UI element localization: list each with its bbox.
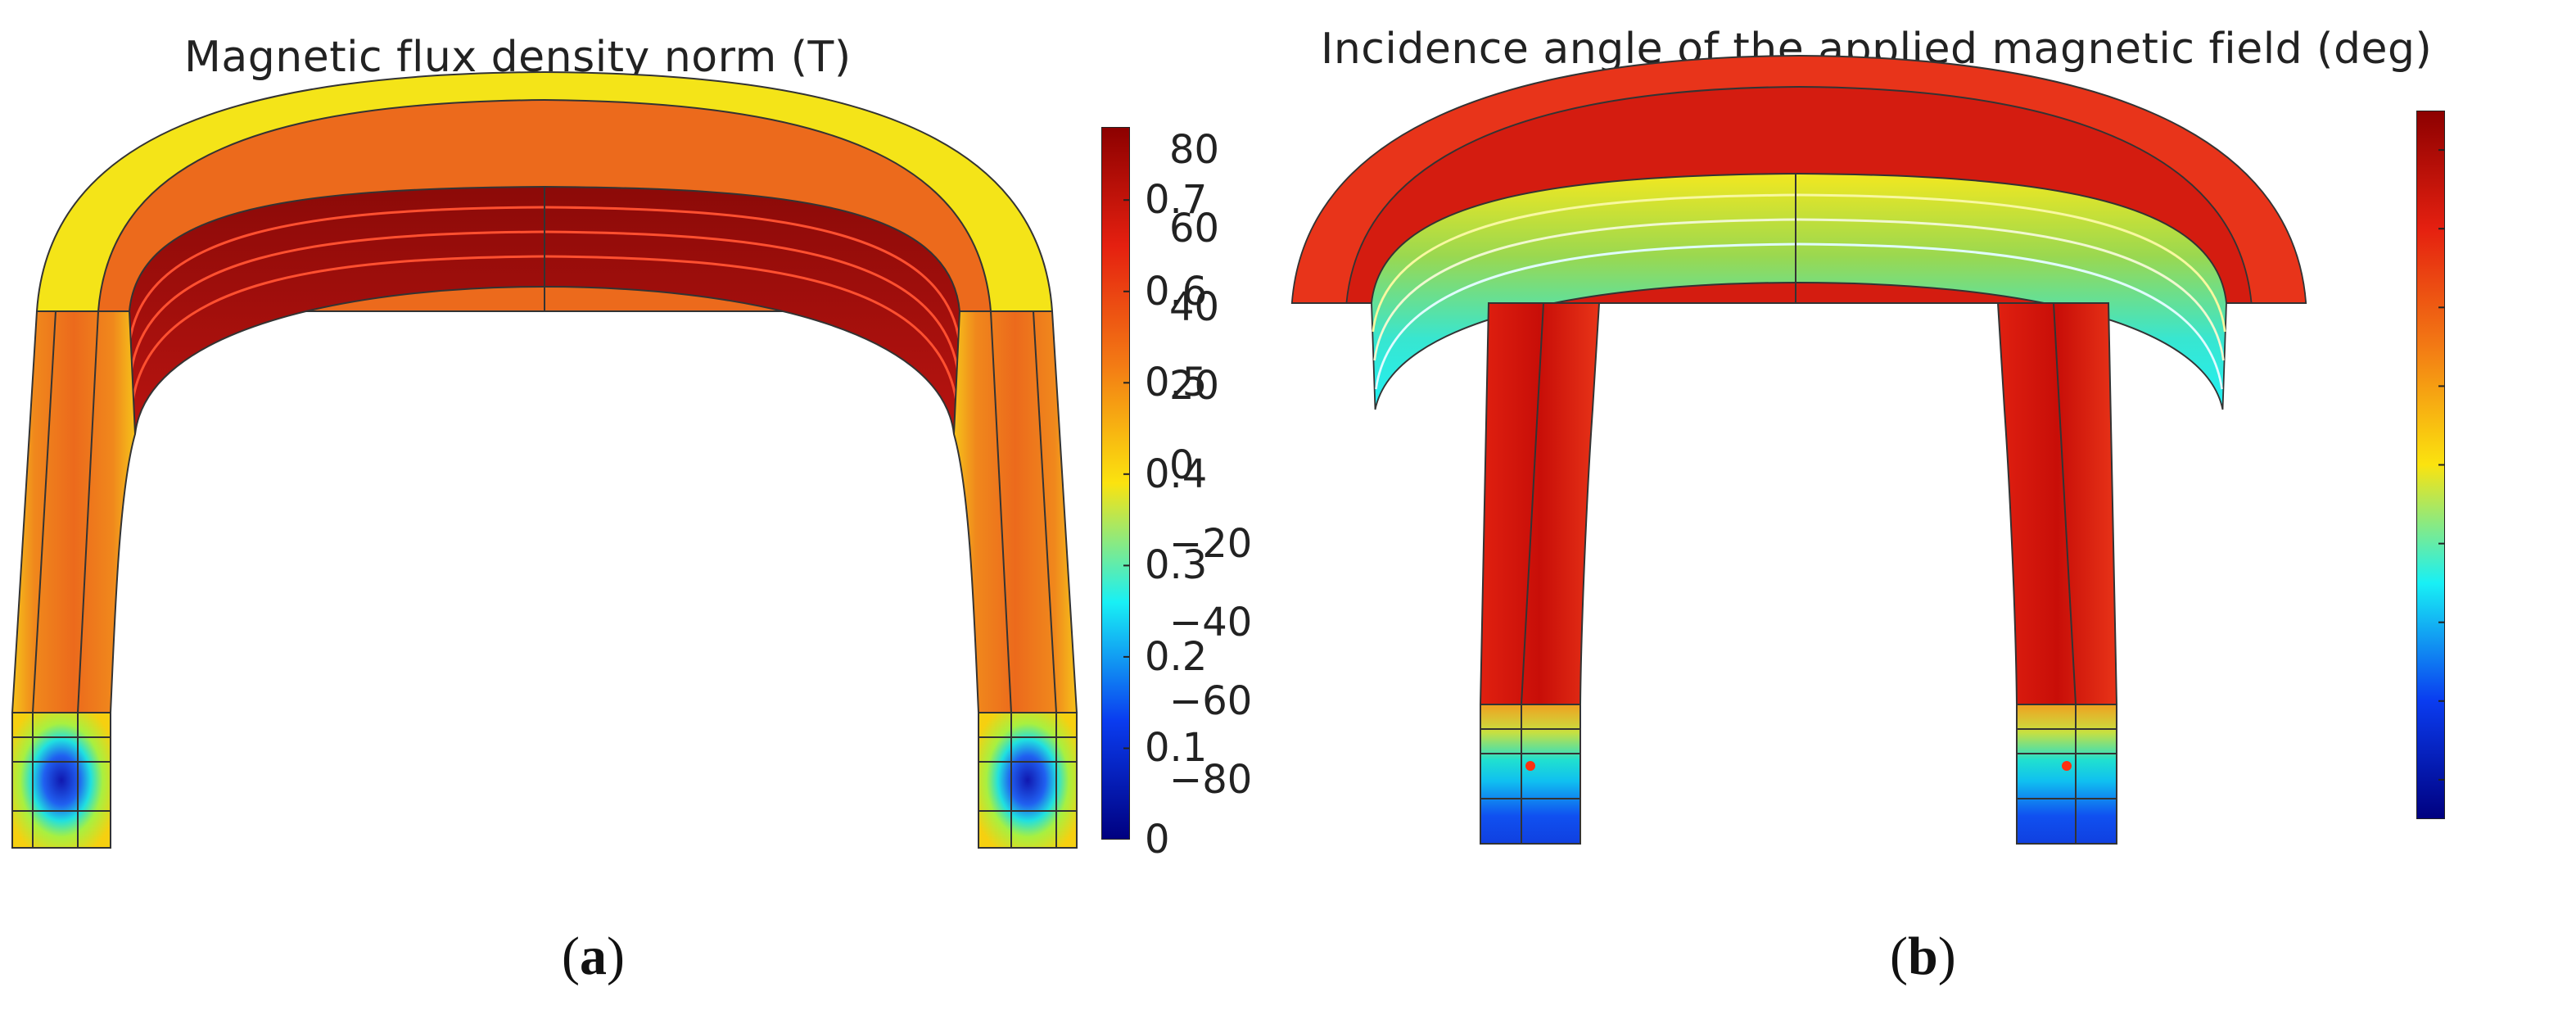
panel-a-tick-label: 0.1: [1145, 725, 1208, 772]
panel-a-caption-letter: a: [579, 926, 607, 986]
panel-a-caption: (a): [562, 926, 625, 986]
panel-b-tick-label: −80: [1169, 756, 1253, 803]
panel-b-tick-label: 20: [1169, 363, 1220, 410]
panel-b-u-shape: [1290, 54, 2307, 845]
panel-b-caption: (b): [1890, 926, 1956, 986]
panel-b-colorbar: [2416, 111, 2445, 819]
panel-a-tick-label: 0.6: [1145, 268, 1208, 315]
panel-b-tick-label: 40: [1169, 284, 1220, 331]
panel-a: Magnetic flux density norm (T): [11, 33, 1208, 986]
panel-a-colorbar: [1101, 127, 1130, 840]
panel-b-tick-label: 80: [1169, 127, 1220, 174]
panel-b-tick-label: −20: [1169, 520, 1253, 567]
panel-b-tick-label: 0: [1169, 442, 1195, 488]
panel-a-tick-label: 0.7: [1145, 177, 1208, 224]
panel-a-tick-label: 0: [1145, 817, 1170, 863]
panel-b-tick-label: −60: [1169, 677, 1253, 724]
panel-a-u-shape: [11, 70, 1078, 849]
panel-a-colorbar-gradient: [1101, 127, 1130, 840]
panel-b-tick-label: 60: [1169, 206, 1220, 252]
panel-a-tick-label: 0.3: [1145, 542, 1208, 589]
panel-b-caption-letter: b: [1907, 926, 1938, 986]
panel-a-tick-label: 0.2: [1145, 633, 1208, 680]
panel-a-tick-label: 0.4: [1145, 451, 1208, 497]
panel-a-tick-label: 0.5: [1145, 360, 1208, 406]
panel-b: Incidence angle of the applied magnetic …: [1169, 0, 2576, 1010]
panel-b-tick-label: −40: [1169, 599, 1253, 645]
